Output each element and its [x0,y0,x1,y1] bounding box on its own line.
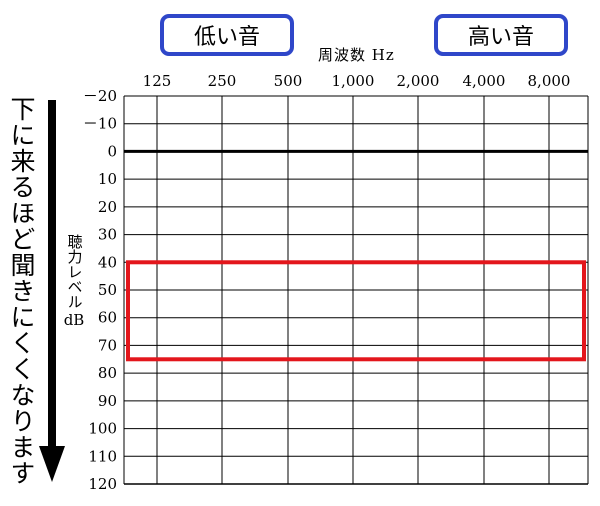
x-tick-label: 250 [208,72,237,90]
y-tick-label: 60 [98,309,117,327]
y-tick-label: 20 [98,198,117,216]
high-tone-text: 高い音 [467,25,534,50]
y-tick-label: 120 [88,475,117,493]
x-tick-label: 500 [274,72,303,90]
low-tone-text: 低い音 [193,25,260,50]
y-tick-label: －20 [83,87,117,105]
y-tick-label: 50 [98,281,117,299]
y-tick-label: 70 [98,336,117,354]
y-tick-label: 110 [88,447,117,465]
y-axis-unit: dB [63,311,85,329]
down-arrow-icon [39,100,65,482]
x-axis-title: 周波数 Hz [318,46,395,64]
y-tick-label: 0 [107,142,117,160]
y-axis-title: 聴力レベル dB [60,234,88,330]
x-tick-label: 125 [143,72,172,90]
y-tick-label: －10 [83,115,117,133]
high-tone-label: 高い音 [434,14,568,56]
y-tick-label: 10 [98,170,117,188]
y-axis-title-text: 聴力レベル [65,234,84,309]
y-tick-label: 30 [98,226,117,244]
low-tone-label: 低い音 [160,14,294,56]
y-tick-label: 40 [98,253,117,271]
side-note: 下に来るほど聞きにくくなります [7,96,36,486]
y-tick-label: 80 [98,364,117,382]
y-tick-label: 90 [98,392,117,410]
x-tick-label: 1,000 [332,72,375,90]
highlight-band [126,260,586,362]
x-tick-label: 2,000 [397,72,440,90]
x-tick-label: 8,000 [528,72,571,90]
y-tick-label: 100 [88,420,117,438]
x-tick-label: 4,000 [463,72,506,90]
